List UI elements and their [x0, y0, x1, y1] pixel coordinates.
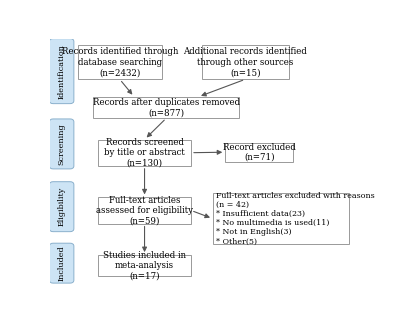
FancyBboxPatch shape	[49, 119, 74, 169]
FancyBboxPatch shape	[49, 243, 74, 283]
Text: Screening: Screening	[58, 123, 66, 165]
Text: Record excluded
(n=71): Record excluded (n=71)	[223, 142, 296, 162]
FancyBboxPatch shape	[49, 38, 74, 104]
Text: Identification: Identification	[58, 44, 66, 98]
Text: Records screened
by title or abstract
(n=130): Records screened by title or abstract (n…	[104, 138, 185, 168]
Text: Full-text articles excluded with reasons
(n = 42)
* Insufficient data(23)
* No m: Full-text articles excluded with reasons…	[216, 192, 375, 245]
FancyBboxPatch shape	[94, 97, 239, 118]
FancyBboxPatch shape	[49, 182, 74, 232]
Text: Eligibility: Eligibility	[58, 187, 66, 226]
Text: Records identified through
database searching
(n=2432): Records identified through database sear…	[62, 48, 178, 77]
FancyBboxPatch shape	[202, 45, 289, 79]
FancyBboxPatch shape	[98, 197, 191, 224]
FancyBboxPatch shape	[225, 143, 293, 162]
FancyBboxPatch shape	[98, 140, 191, 166]
Text: Studies included in
meta-analysis
(n=17): Studies included in meta-analysis (n=17)	[103, 251, 186, 281]
Text: Full-text articles
assessed for eligibility
(n=59): Full-text articles assessed for eligibil…	[96, 196, 193, 225]
Text: Additional records identified
through other sources
(n=15): Additional records identified through ot…	[183, 48, 307, 77]
Text: Included: Included	[58, 245, 66, 281]
Text: Records after duplicates removed
(n=877): Records after duplicates removed (n=877)	[93, 98, 240, 117]
FancyBboxPatch shape	[213, 194, 349, 244]
FancyBboxPatch shape	[78, 45, 162, 79]
FancyBboxPatch shape	[98, 255, 191, 276]
